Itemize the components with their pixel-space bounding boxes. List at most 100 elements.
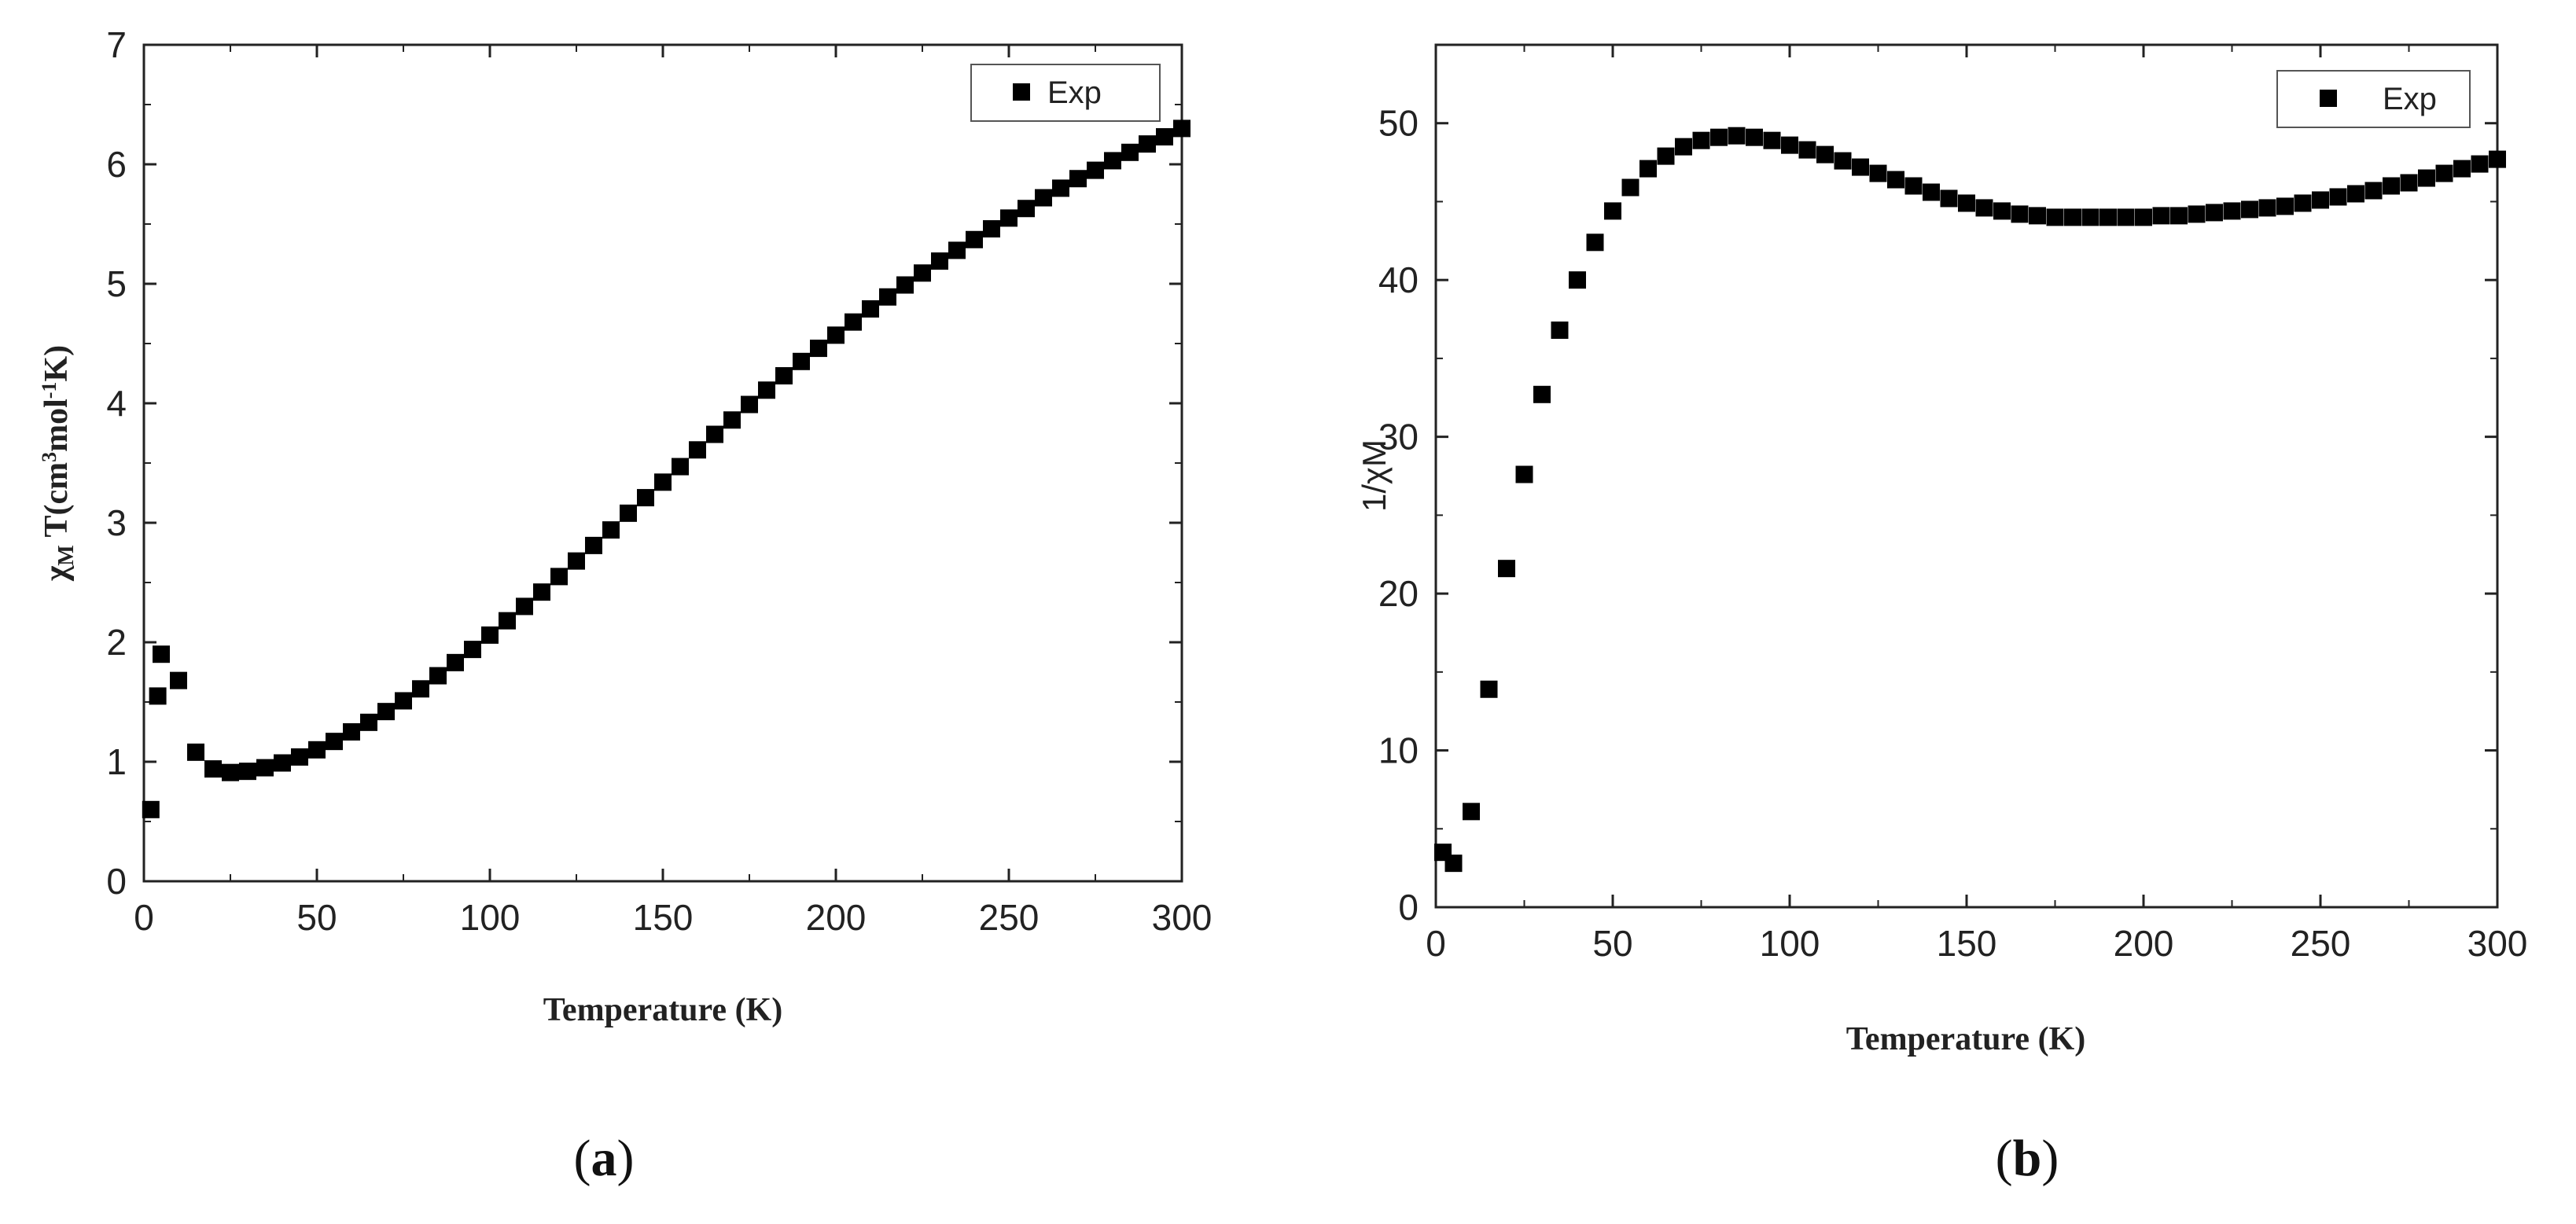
panel-b-data-point	[2081, 208, 2099, 226]
panel-a-data-point	[827, 326, 845, 344]
panel-b-data-point	[2241, 200, 2258, 219]
panel-a-data-point	[637, 489, 654, 507]
panel-a-x-tick-label: 250	[979, 897, 1040, 938]
panel-b-x-tick-label: 250	[2291, 923, 2351, 964]
panel-a-data-point	[1000, 209, 1018, 227]
panel-a-data-point	[533, 583, 550, 601]
ylab-k-close: K)	[39, 345, 75, 382]
panel-a-y-tick-label: 5	[106, 263, 127, 304]
panel-a-y-axis-title: χM T(cm3mol-1K)	[38, 345, 79, 582]
panel-a-data-point	[585, 536, 602, 554]
panel-b-x-axis-title: Temperature (K)	[1846, 1021, 2085, 1057]
panel-a-data-point	[499, 612, 516, 630]
panel-b-y-tick-label: 20	[1378, 573, 1419, 614]
panel-b-data-point	[1781, 136, 1798, 154]
panel-a-x-tick-label: 150	[633, 897, 694, 938]
panel-b-data-point	[1763, 131, 1781, 149]
panel-b-data-point	[1551, 322, 1569, 340]
panel-a-data-point	[758, 381, 775, 399]
panel-b-data-point	[1940, 189, 1958, 208]
panel-a-data-point	[896, 276, 914, 294]
panel-b-data-point	[1569, 271, 1586, 289]
panel-b-data-point	[1444, 855, 1463, 873]
panel-b-data-point	[2011, 205, 2029, 223]
panel-a-x-axis-title: Temperature (K)	[543, 992, 782, 1028]
panel-b-data-point	[1816, 145, 1834, 164]
panel-a-data-point	[723, 411, 741, 429]
panel-a-data-point	[239, 763, 256, 781]
panel-a-data-point	[516, 597, 533, 616]
panel-a-data-point	[1121, 143, 1139, 161]
panel-a-data-point	[914, 264, 931, 282]
panel-a-data-point	[308, 741, 326, 759]
panel-b-data-point	[1675, 138, 1692, 156]
panel-a-data-point	[602, 521, 620, 539]
panel-b-data-point	[2152, 207, 2170, 225]
panel-b-data-point	[2188, 205, 2206, 223]
panel-b-data-point	[1463, 803, 1480, 821]
panel-b-data-point	[2453, 160, 2471, 178]
panel-b-ticks: 0 50 100 150 200 250 300 0 10 20 30 40 50	[1378, 45, 2527, 964]
panel-a-y-tick-label: 6	[106, 144, 127, 185]
panel-a-data-point	[360, 713, 377, 731]
panel-b-data-point	[2170, 207, 2188, 225]
panel-a-data-point	[948, 241, 966, 259]
panel-a-data-point	[1018, 200, 1035, 218]
panel-a-data-point	[931, 252, 948, 270]
panel-a-ticks: 0 50 100 150 200 250 300 0 1 2 3 4 5 6 7	[106, 24, 1212, 938]
panel-b-data-point	[1728, 127, 1746, 145]
ylab-sub-m: M	[54, 545, 79, 565]
panel-a-data-point	[1173, 119, 1190, 138]
panel-b-x-tick-label: 200	[2114, 923, 2174, 964]
panel-a-data-point	[793, 352, 810, 370]
panel-a-data-point	[464, 641, 481, 659]
panel-a-data-point	[1052, 179, 1069, 197]
panel-b-data-point	[2435, 164, 2453, 182]
panel-b-data-point	[1710, 128, 1728, 146]
panel-a-data-point	[1087, 161, 1104, 179]
panel-a-data-point	[568, 552, 585, 570]
panel-b-data-point	[2294, 194, 2312, 212]
panel-a-data-point	[689, 441, 706, 459]
panel-a-data-point	[256, 759, 274, 777]
panel-b-chart: 0 50 100 150 200 250 300 0 10 20 30 40 50 Exp Temper…	[1356, 43, 2527, 1057]
panel-a-legend-label: Exp	[1047, 75, 1102, 110]
panel-a-data-point	[222, 763, 239, 781]
panel-a-data-point	[412, 680, 429, 698]
panel-b-data-point	[1852, 158, 1869, 176]
panel-a-data-point	[326, 733, 343, 751]
panel-a-x-tick-label: 50	[296, 897, 337, 938]
panel-a-data-point	[142, 800, 160, 818]
panel-a-data-point	[741, 395, 758, 414]
panel-b-data-point	[1533, 385, 1551, 403]
panel-b-data-point	[1993, 202, 2011, 220]
panel-a-y-tick-label: 1	[106, 741, 127, 782]
panel-b-data-point	[2418, 169, 2435, 187]
panel-b-data-point	[2471, 155, 2489, 173]
panel-b-legend: Exp	[2276, 70, 2471, 128]
panel-a-data-point	[204, 760, 222, 778]
panel-b-data-point	[1480, 680, 1498, 698]
panel-a-data-point	[274, 754, 291, 772]
panel-b-x-tick-label: 100	[1760, 923, 1820, 964]
panel-a-data-point	[149, 687, 167, 705]
panel-a-data-point	[187, 743, 204, 761]
panel-b-data-point	[2383, 177, 2400, 195]
ylab-mol: mol	[39, 399, 75, 452]
panel-b-data-point	[1586, 233, 1604, 252]
panel-a-data-point	[1035, 189, 1052, 207]
panel-b-legend-box	[2276, 70, 2471, 128]
panel-b-plot-frame	[1434, 43, 2499, 909]
panel-a-data-point	[377, 703, 395, 721]
panel-a-legend-marker	[1013, 83, 1030, 101]
panel-a-x-tick-label: 300	[1152, 897, 1213, 938]
panel-a-data-point	[343, 723, 360, 741]
panel-a-data-point	[1104, 152, 1121, 170]
panel-a-data-point	[395, 692, 412, 710]
panel-a-data-point	[862, 300, 879, 318]
panel-b-x-tick-label: 150	[1937, 923, 1997, 964]
panel-a-x-tick-label: 0	[134, 897, 154, 938]
panel-b-data-point	[2347, 185, 2364, 203]
panel-b-data-point	[2258, 199, 2276, 217]
panel-b-data-point	[1923, 183, 1940, 201]
